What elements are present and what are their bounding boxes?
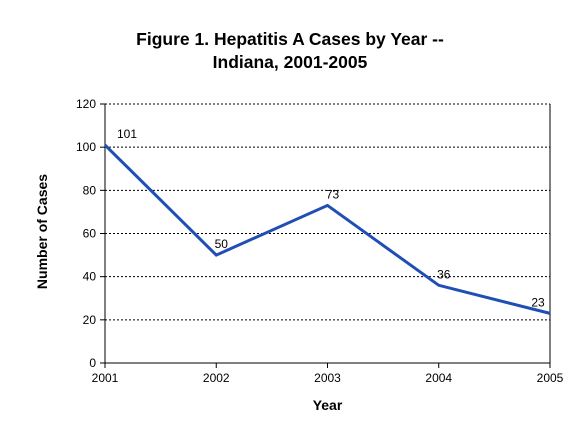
x-tick-label: 2001: [92, 371, 119, 385]
chart-title: Figure 1. Hepatitis A Cases by Year -- I…: [0, 28, 580, 74]
data-label: 50: [215, 237, 229, 251]
series-line-path: [103, 143, 551, 315]
x-tick-label: 2004: [425, 371, 452, 385]
y-tick-label: 40: [83, 270, 97, 284]
y-tick-label: 0: [89, 356, 96, 370]
x-tick-label: 2002: [203, 371, 230, 385]
y-tick-label: 60: [83, 227, 97, 241]
y-tick-label: 100: [76, 140, 96, 154]
x-tick-labels: 2001 2002 2003 2004 2005: [92, 371, 564, 385]
chart-title-line-2: Indiana, 2001-2005: [212, 52, 368, 72]
data-label: 101: [117, 127, 137, 141]
data-label: 23: [531, 295, 545, 309]
y-tick-label: 20: [83, 313, 97, 327]
chart-title-line-1: Figure 1. Hepatitis A Cases by Year --: [136, 29, 444, 49]
x-tick-label: 2005: [537, 371, 564, 385]
y-axis-title: Number of Cases: [34, 174, 50, 289]
data-labels: 101 50 73 36 23: [117, 127, 545, 309]
axes: [100, 103, 551, 368]
y-tick-label: 80: [83, 183, 97, 197]
series-line: [103, 143, 551, 315]
x-tick-label: 2003: [314, 371, 341, 385]
y-tick-labels: 0 20 40 60 80 100 120: [76, 97, 96, 370]
y-tick-label: 120: [76, 97, 96, 111]
data-label: 73: [326, 187, 340, 201]
x-axis-title: Year: [313, 397, 343, 413]
data-label: 36: [437, 267, 451, 281]
